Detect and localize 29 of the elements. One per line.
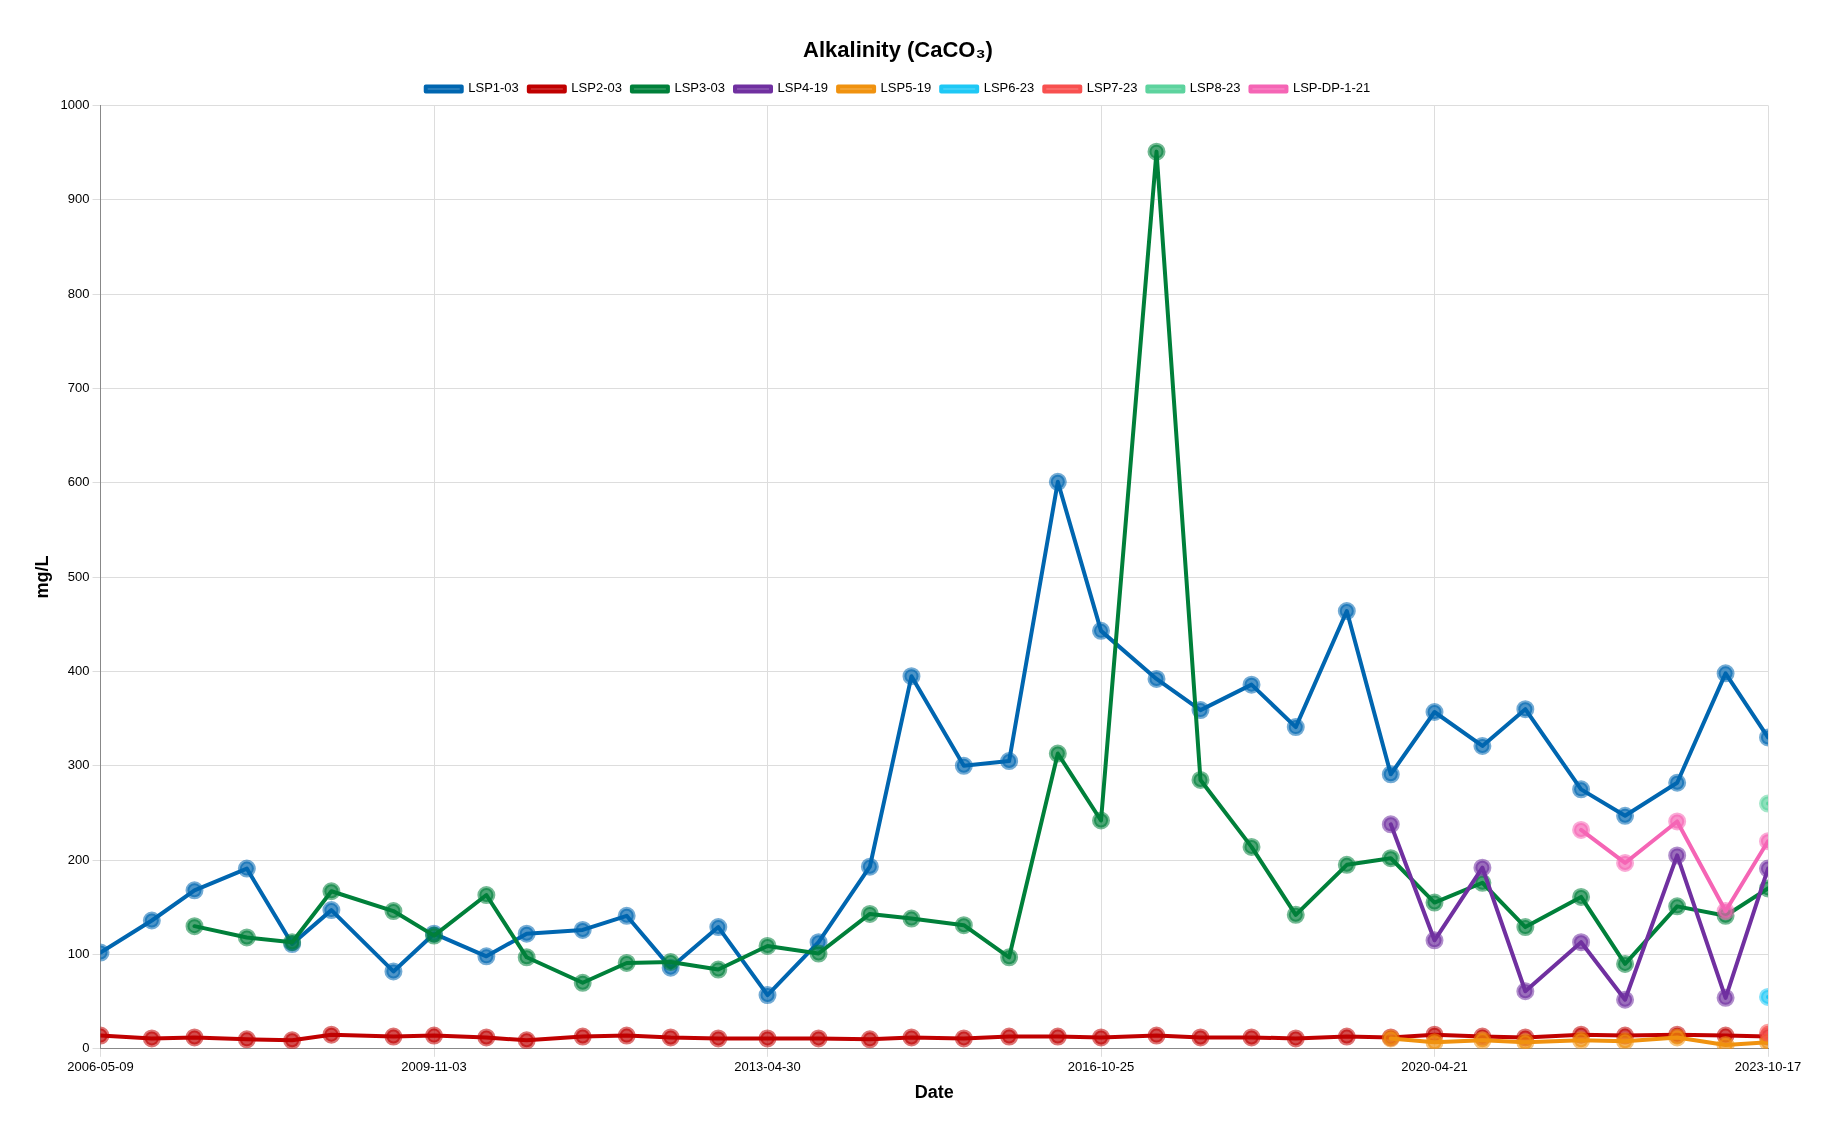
legend-label: LSP2-03 bbox=[571, 80, 622, 96]
legend-label: LSP1-03 bbox=[468, 80, 519, 96]
y-axis-title: mg/L bbox=[31, 555, 52, 599]
legend-label: LSP8-23 bbox=[1189, 80, 1241, 96]
y-tick-label: 0 bbox=[82, 1040, 90, 1056]
legend-label: LSP6-23 bbox=[983, 80, 1035, 96]
y-tick-label: 400 bbox=[67, 663, 90, 679]
x-tick-label: 2023-10-17 bbox=[1734, 1059, 1802, 1075]
x-tick-label: 2016-10-25 bbox=[1067, 1059, 1135, 1075]
legend-label: LSP4-19 bbox=[777, 80, 829, 96]
x-tick-label: 2020-04-21 bbox=[1401, 1059, 1468, 1075]
y-tick-label: 700 bbox=[67, 380, 90, 395]
legend-label: LSP-DP-1-21 bbox=[1292, 80, 1371, 96]
y-tick-label: 100 bbox=[67, 946, 90, 962]
y-tick-label: 900 bbox=[67, 191, 90, 207]
y-tick-label: 1000 bbox=[60, 96, 90, 112]
y-tick-label: 800 bbox=[67, 285, 90, 301]
legend-label: LSP3-03 bbox=[674, 80, 726, 96]
legend-label: LSP5-19 bbox=[880, 80, 932, 96]
legend-label: LSP7-23 bbox=[1086, 80, 1138, 96]
x-tick-label: 2006-05-09 bbox=[67, 1059, 134, 1075]
x-tick-label: 2009-11-03 bbox=[401, 1059, 467, 1075]
y-tick-label: 500 bbox=[67, 568, 90, 584]
chart-title: Alkalinity (CaCO₃) bbox=[803, 37, 993, 63]
y-tick-label: 600 bbox=[67, 474, 90, 490]
y-tick-label: 200 bbox=[67, 851, 90, 867]
x-tick-label: 2013-04-30 bbox=[734, 1059, 801, 1075]
x-axis-title: Date bbox=[914, 1082, 954, 1103]
y-tick-label: 300 bbox=[67, 757, 90, 773]
